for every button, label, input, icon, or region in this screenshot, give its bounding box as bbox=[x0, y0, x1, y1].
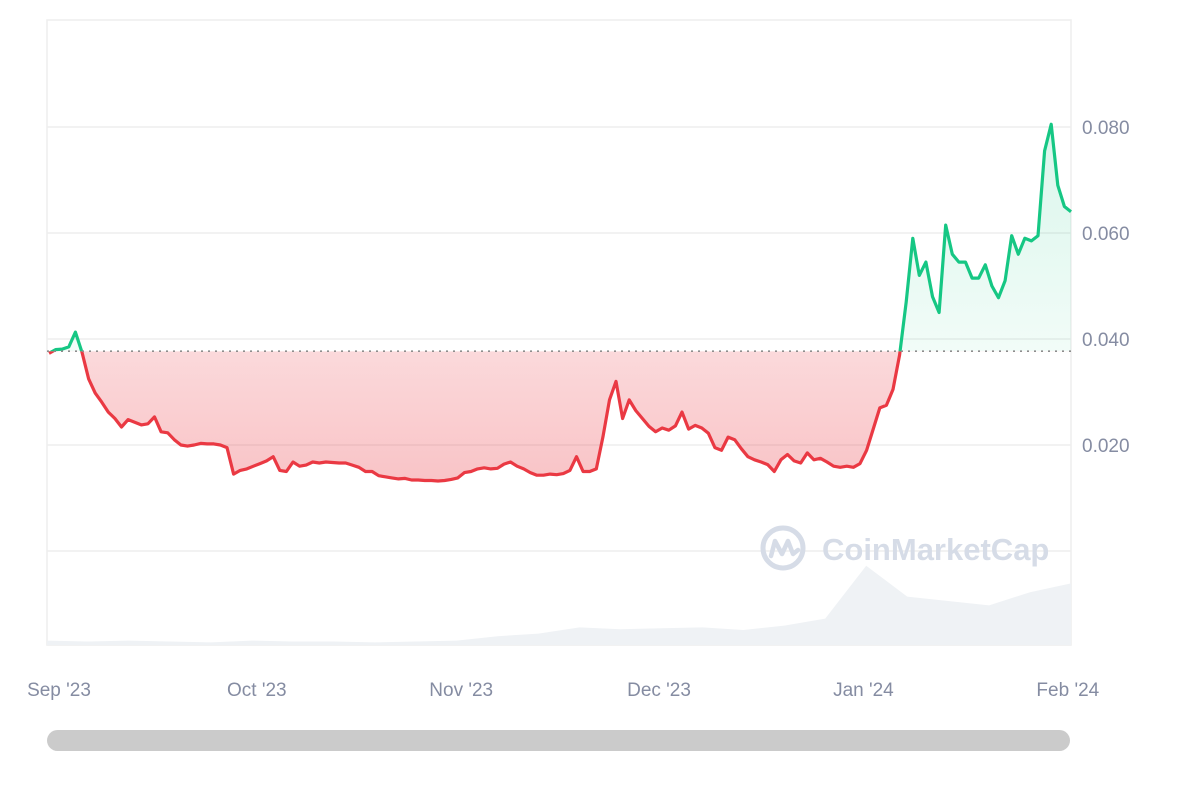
coinmarketcap-logo-mark bbox=[768, 538, 801, 559]
y-tick-label: 0.060 bbox=[1082, 224, 1130, 245]
watermark: CoinMarketCap bbox=[760, 525, 1049, 571]
x-axis: Sep '23 Oct '23 Nov '23 Dec '23 Jan '24 Feb '… bbox=[27, 680, 1100, 701]
watermark-text: CoinMarketCap bbox=[822, 532, 1049, 567]
above-baseline-area bbox=[49, 124, 1071, 352]
price-line-above-baseline bbox=[49, 122, 1073, 352]
y-tick-label: 0.040 bbox=[1082, 330, 1130, 351]
x-tick-label: Nov '23 bbox=[429, 680, 493, 701]
y-tick-label: 0.020 bbox=[1082, 436, 1130, 457]
x-tick-label: Dec '23 bbox=[627, 680, 691, 701]
x-tick-label: Feb '24 bbox=[1036, 680, 1099, 701]
below-baseline-area bbox=[49, 351, 901, 481]
price-area bbox=[49, 124, 1071, 481]
volume-layer bbox=[47, 565, 1071, 645]
x-tick-label: Jan '24 bbox=[833, 680, 894, 701]
x-tick-label: Oct '23 bbox=[227, 680, 287, 701]
y-axis: 0.020 0.040 0.060 0.080 bbox=[1082, 118, 1130, 457]
coinmarketcap-logo-icon bbox=[760, 525, 806, 571]
price-line bbox=[48, 122, 1073, 483]
chart-range-scrollbar[interactable] bbox=[47, 730, 1070, 751]
x-tick-label: Sep '23 bbox=[27, 680, 91, 701]
volume-area bbox=[47, 565, 1071, 645]
price-line-below-baseline bbox=[48, 351, 902, 483]
y-tick-label: 0.080 bbox=[1082, 118, 1130, 139]
